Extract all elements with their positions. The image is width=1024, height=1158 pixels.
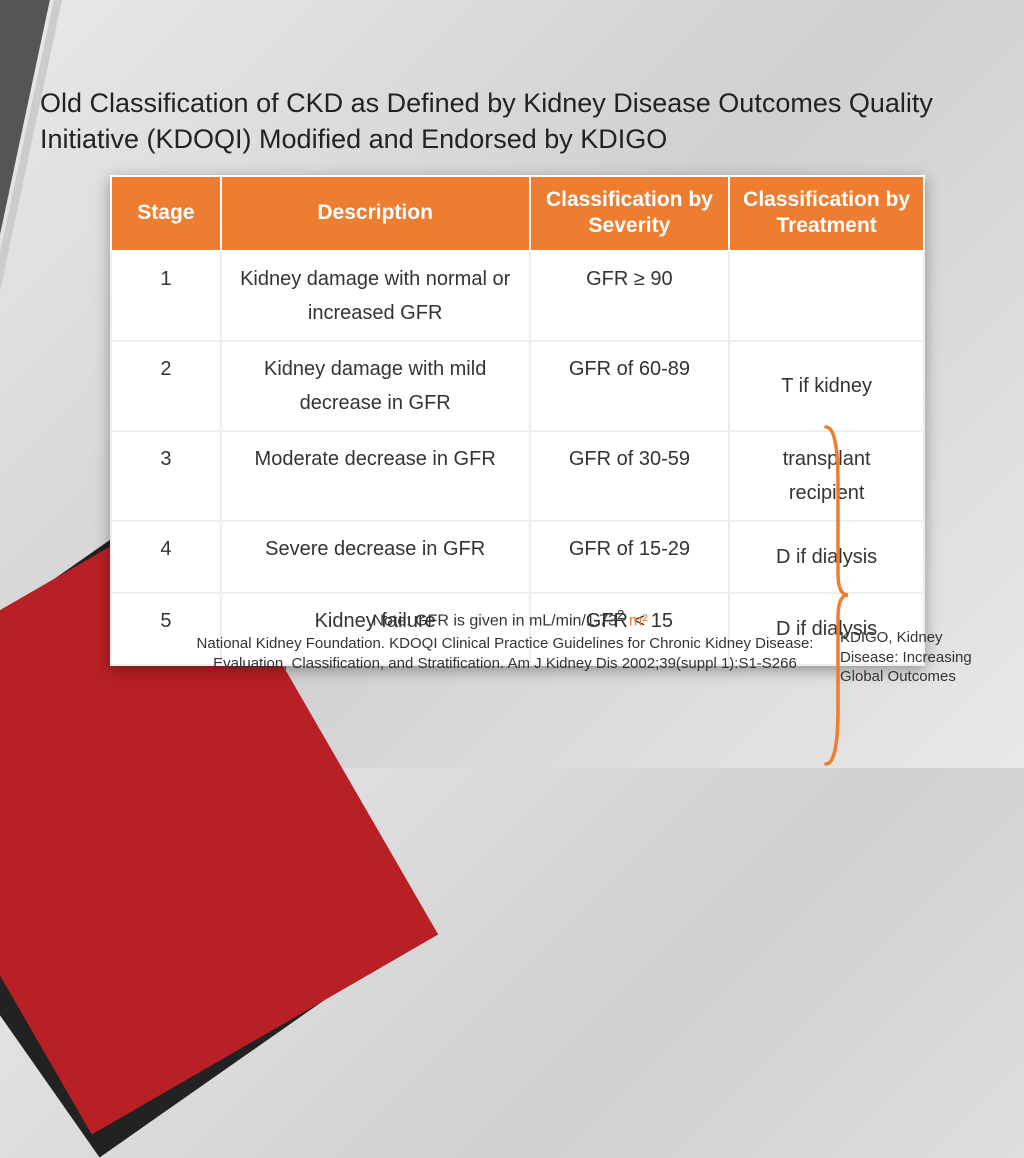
cell-treat: D if dialysis (729, 521, 924, 593)
th-treatment: Classification by Treatment (729, 176, 924, 251)
slide-title: Old Classification of CKD as Defined by … (40, 85, 964, 158)
citation-text: National Kidney Foundation. KDOQI Clinic… (175, 634, 835, 675)
table-row: 4 Severe decrease in GFR GFR of 15-29 D … (111, 521, 924, 593)
cell-sev: GFR of 15-29 (530, 521, 730, 593)
kdigo-definition: KDIGO, Kidney Disease: Increasing Global… (840, 628, 1000, 687)
cell-treat (729, 251, 924, 341)
th-description: Description (221, 176, 530, 251)
note-text: Note: GFR is given in mL/min/1.73 (372, 612, 617, 629)
cell-stage: 1 (111, 251, 221, 341)
cell-desc: Severe decrease in GFR (221, 521, 530, 593)
note-unit: m² (624, 612, 647, 629)
ckd-table-container: Stage Description Classification by Seve… (110, 175, 925, 666)
table-row: 1 Kidney damage with normal or increased… (111, 251, 924, 341)
cell-stage: 4 (111, 521, 221, 593)
th-severity: Classification by Severity (530, 176, 730, 251)
table-row: 2 Kidney damage with mild decrease in GF… (111, 341, 924, 431)
treat-text: recipient (789, 482, 865, 504)
cell-stage: 2 (111, 341, 221, 431)
cell-desc: Moderate decrease in GFR (221, 431, 530, 521)
cell-sev: GFR ≥ 90 (530, 251, 730, 341)
th-stage: Stage (111, 176, 221, 251)
cell-sev: GFR of 60-89 (530, 341, 730, 431)
cell-desc: Kidney damage with normal or increased G… (221, 251, 530, 341)
table-row: 3 Moderate decrease in GFR GFR of 30-59 … (111, 431, 924, 521)
cell-treat: T if kidney (729, 341, 924, 431)
gfr-units-note: Note: GFR is given in mL/min/1.732 m² (200, 607, 820, 630)
cell-desc: Kidney damage with mild decrease in GFR (221, 341, 530, 431)
cell-sev: GFR of 30-59 (530, 431, 730, 521)
treat-text: transplant (783, 448, 871, 470)
ckd-classification-table: Stage Description Classification by Seve… (110, 175, 925, 666)
cell-treat: transplant recipient (729, 431, 924, 521)
cell-stage: 3 (111, 431, 221, 521)
